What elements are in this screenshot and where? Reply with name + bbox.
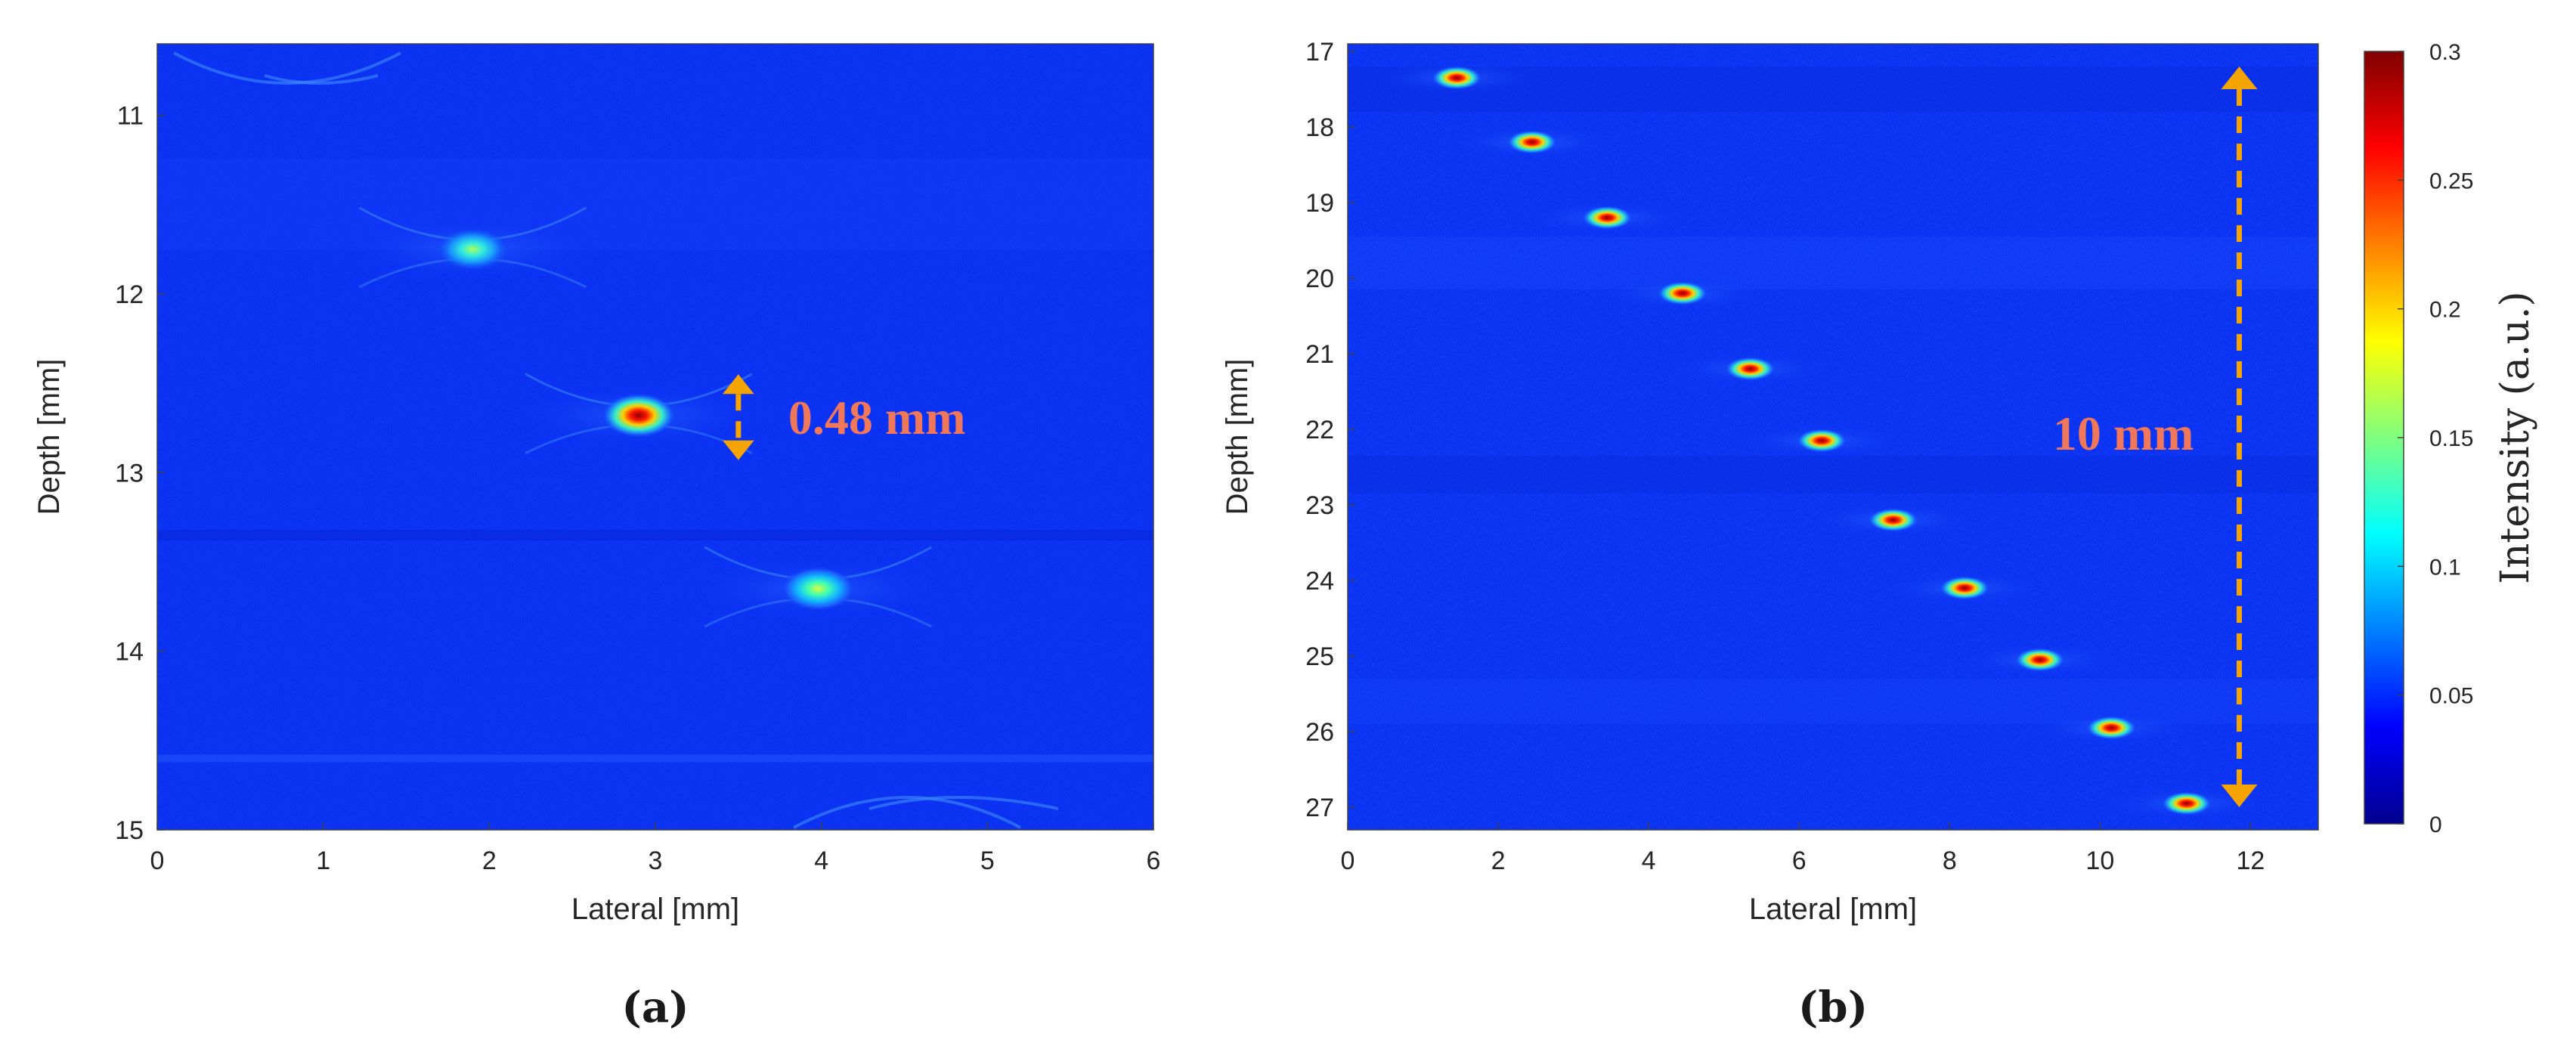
annotation-arrow	[723, 374, 754, 460]
x-tick-label: 6	[1147, 846, 1161, 875]
arrow-head-up	[723, 374, 754, 395]
y-tick-label: 21	[1305, 340, 1334, 369]
edge-artifact	[868, 796, 1059, 810]
depth-band	[157, 754, 1153, 763]
annotation-label: 0.48 mm	[788, 391, 966, 444]
reflector-spot	[1581, 206, 1633, 230]
arrow-head-up	[2221, 67, 2258, 89]
y-tick-label: 25	[1305, 642, 1334, 671]
plot-frame	[1347, 43, 2319, 831]
plot-area	[1348, 44, 2318, 830]
point-reflector	[1667, 352, 1834, 385]
reflector-spot	[2014, 648, 2066, 672]
y-tick-label: 13	[115, 459, 144, 487]
y-tick-label: 24	[1305, 567, 1334, 596]
annotation-label: 10 mm	[2053, 407, 2194, 460]
y-axis-title: Depth [mm]	[1221, 359, 1254, 515]
annotation-arrow	[2221, 67, 2258, 807]
arrow-head-down	[723, 440, 754, 460]
point-reflector	[2103, 787, 2270, 820]
y-tick-label: 27	[1305, 794, 1334, 822]
y-tick-label: 20	[1305, 265, 1334, 293]
point-reflector	[689, 546, 947, 628]
colorbar-tick-label: 0.15	[2429, 426, 2473, 451]
y-tick-label: 17	[1305, 38, 1334, 67]
y-tick-label: 19	[1305, 189, 1334, 218]
y-tick-label: 15	[115, 816, 144, 845]
point-reflector	[344, 206, 602, 289]
arrow-head-down	[2221, 785, 2258, 807]
point-reflector	[510, 373, 768, 454]
y-tick-label: 23	[1305, 491, 1334, 520]
x-tick-label: 0	[150, 846, 165, 875]
point-reflector	[1599, 277, 1766, 310]
x-tick-label: 12	[2237, 846, 2265, 875]
y-axis-title: Depth [mm]	[33, 359, 66, 515]
y-tick-label: 18	[1305, 113, 1334, 142]
point-reflector	[2028, 711, 2195, 744]
x-tick-label: 8	[1943, 846, 1957, 875]
reflector-spot	[1431, 66, 1483, 90]
reflector-spot	[1724, 357, 1776, 381]
x-tick-label: 2	[482, 846, 497, 875]
colorbar-gradient	[2364, 51, 2404, 825]
point-reflector	[1881, 571, 2048, 605]
colorbar-title: Intensity (a.u.)	[2493, 291, 2538, 583]
x-axis-title: Lateral [mm]	[571, 893, 739, 926]
x-tick-label: 4	[814, 846, 828, 875]
colorbar-tick-label: 0.25	[2429, 169, 2473, 193]
point-reflector	[1524, 201, 1691, 234]
depth-band	[157, 530, 1153, 540]
panel-label: (a)	[621, 983, 689, 1032]
x-tick-label: 4	[1642, 846, 1656, 875]
depth-band	[1348, 456, 2318, 494]
x-tick-label: 3	[649, 846, 663, 875]
reflector-spot	[780, 565, 856, 611]
colorbar: 0 0.05 0.1 0.15 0.2 0.25 0.3 Intensity (a.u.)	[2364, 40, 2538, 837]
reflector-spot	[2160, 791, 2212, 816]
point-reflector	[1738, 424, 1906, 457]
colorbar-tick-label: 0.2	[2429, 298, 2461, 323]
point-reflector	[1448, 125, 1615, 159]
x-tick-label: 6	[1792, 846, 1807, 875]
reflector-spot	[1867, 508, 1919, 532]
colorbar-tick-label: 0.1	[2429, 555, 2461, 580]
reflector-spot	[435, 226, 511, 272]
reflector-spot	[1656, 281, 1708, 305]
edge-artifact	[173, 51, 401, 85]
reflector-spot	[2085, 716, 2138, 740]
reflector-spot	[1506, 130, 1558, 154]
reflector-spot	[1796, 429, 1848, 453]
point-reflector	[1810, 503, 1977, 537]
reflector-spot	[601, 392, 677, 438]
x-tick-label: 0	[1341, 846, 1355, 875]
depth-band	[157, 159, 1153, 250]
plot-area	[157, 44, 1153, 830]
point-reflector	[1373, 61, 1540, 94]
reflector-spot	[1939, 576, 1991, 600]
colorbar-tick-label: 0.05	[2429, 684, 2473, 709]
colorbar-tick-label: 0	[2429, 812, 2442, 837]
edge-artifact	[793, 796, 1021, 829]
point-reflector	[1956, 643, 2123, 676]
colorbar-tick-label: 0.3	[2429, 40, 2461, 65]
panel-label: (b)	[1798, 983, 1868, 1032]
edge-artifact	[264, 74, 379, 85]
x-axis-title: Lateral [mm]	[1749, 893, 1917, 926]
depth-band	[1348, 237, 2318, 289]
x-tick-label: 5	[980, 846, 995, 875]
y-tick-label: 12	[115, 280, 144, 309]
y-tick-label: 22	[1305, 416, 1334, 444]
x-tick-label: 10	[2085, 846, 2114, 875]
y-tick-label: 26	[1305, 718, 1334, 747]
x-tick-label: 1	[316, 846, 330, 875]
x-tick-label: 2	[1491, 846, 1506, 875]
y-tick-label: 11	[117, 102, 144, 131]
y-tick-label: 14	[115, 638, 144, 667]
